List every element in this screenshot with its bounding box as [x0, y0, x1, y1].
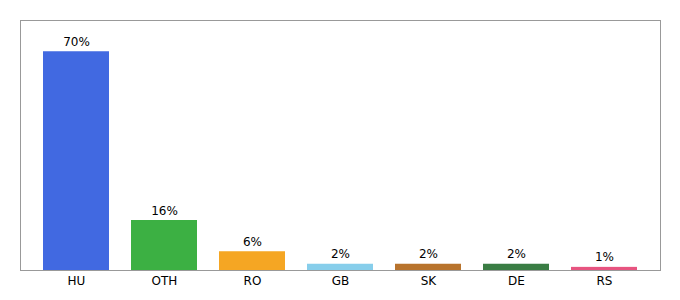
svg-text:RO: RO	[244, 274, 262, 288]
svg-text:2%: 2%	[419, 247, 438, 261]
svg-text:GB: GB	[332, 274, 350, 288]
svg-text:HU: HU	[68, 274, 86, 288]
svg-text:6%: 6%	[243, 235, 262, 249]
svg-text:RS: RS	[597, 274, 613, 288]
svg-text:SK: SK	[421, 274, 438, 288]
svg-text:2%: 2%	[507, 247, 526, 261]
svg-text:OTH: OTH	[152, 274, 178, 288]
svg-text:16%: 16%	[151, 204, 178, 218]
svg-text:1%: 1%	[595, 250, 614, 264]
svg-text:DE: DE	[508, 274, 525, 288]
svg-text:70%: 70%	[63, 35, 90, 49]
svg-text:2%: 2%	[331, 247, 350, 261]
